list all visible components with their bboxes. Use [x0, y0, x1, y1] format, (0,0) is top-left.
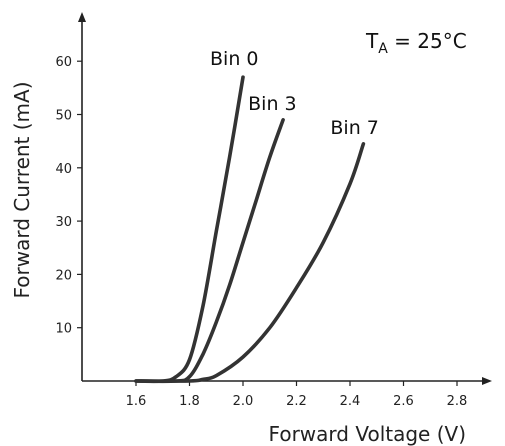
- y-tick-label: 20: [55, 268, 72, 283]
- ticks: 1.6 1.8 2.0 2.2 2.4 2.6 2.8 10 20 30 40 50 60: [55, 55, 467, 409]
- series-line: [134, 142, 366, 383]
- temperature-annotation: TA = 25°C: [365, 29, 467, 57]
- y-tick-label: 60: [55, 55, 72, 70]
- axes: [78, 12, 492, 385]
- x-tick-label: 2.0: [233, 394, 254, 409]
- x-tick-label: 2.2: [286, 394, 307, 409]
- x-axis-arrow: [482, 377, 492, 385]
- curves: [134, 75, 366, 384]
- x-tick-label: 1.6: [126, 394, 147, 409]
- y-tick-label: 30: [55, 215, 72, 230]
- y-tick-label: 50: [55, 109, 72, 124]
- x-tick-label: 1.8: [179, 394, 200, 409]
- series-line: [134, 118, 285, 384]
- y-tick-label: 10: [55, 322, 72, 337]
- y-axis-arrow: [78, 12, 86, 22]
- x-tick-label: 2.8: [447, 394, 468, 409]
- y-tick-label: 40: [55, 162, 72, 177]
- x-tick-label: 2.6: [393, 394, 414, 409]
- x-tick-label: 2.4: [340, 394, 361, 409]
- y-axis-title: Forward Current (mA): [10, 81, 34, 298]
- series-line: [134, 75, 245, 384]
- series-label: Bin 0: [210, 48, 258, 70]
- x-axis-title: Forward Voltage (V): [269, 422, 466, 446]
- series-label: Bin 3: [248, 93, 296, 115]
- labels: Bin 0 Bin 3 Bin 7: [210, 48, 379, 139]
- series-label: Bin 7: [330, 117, 378, 139]
